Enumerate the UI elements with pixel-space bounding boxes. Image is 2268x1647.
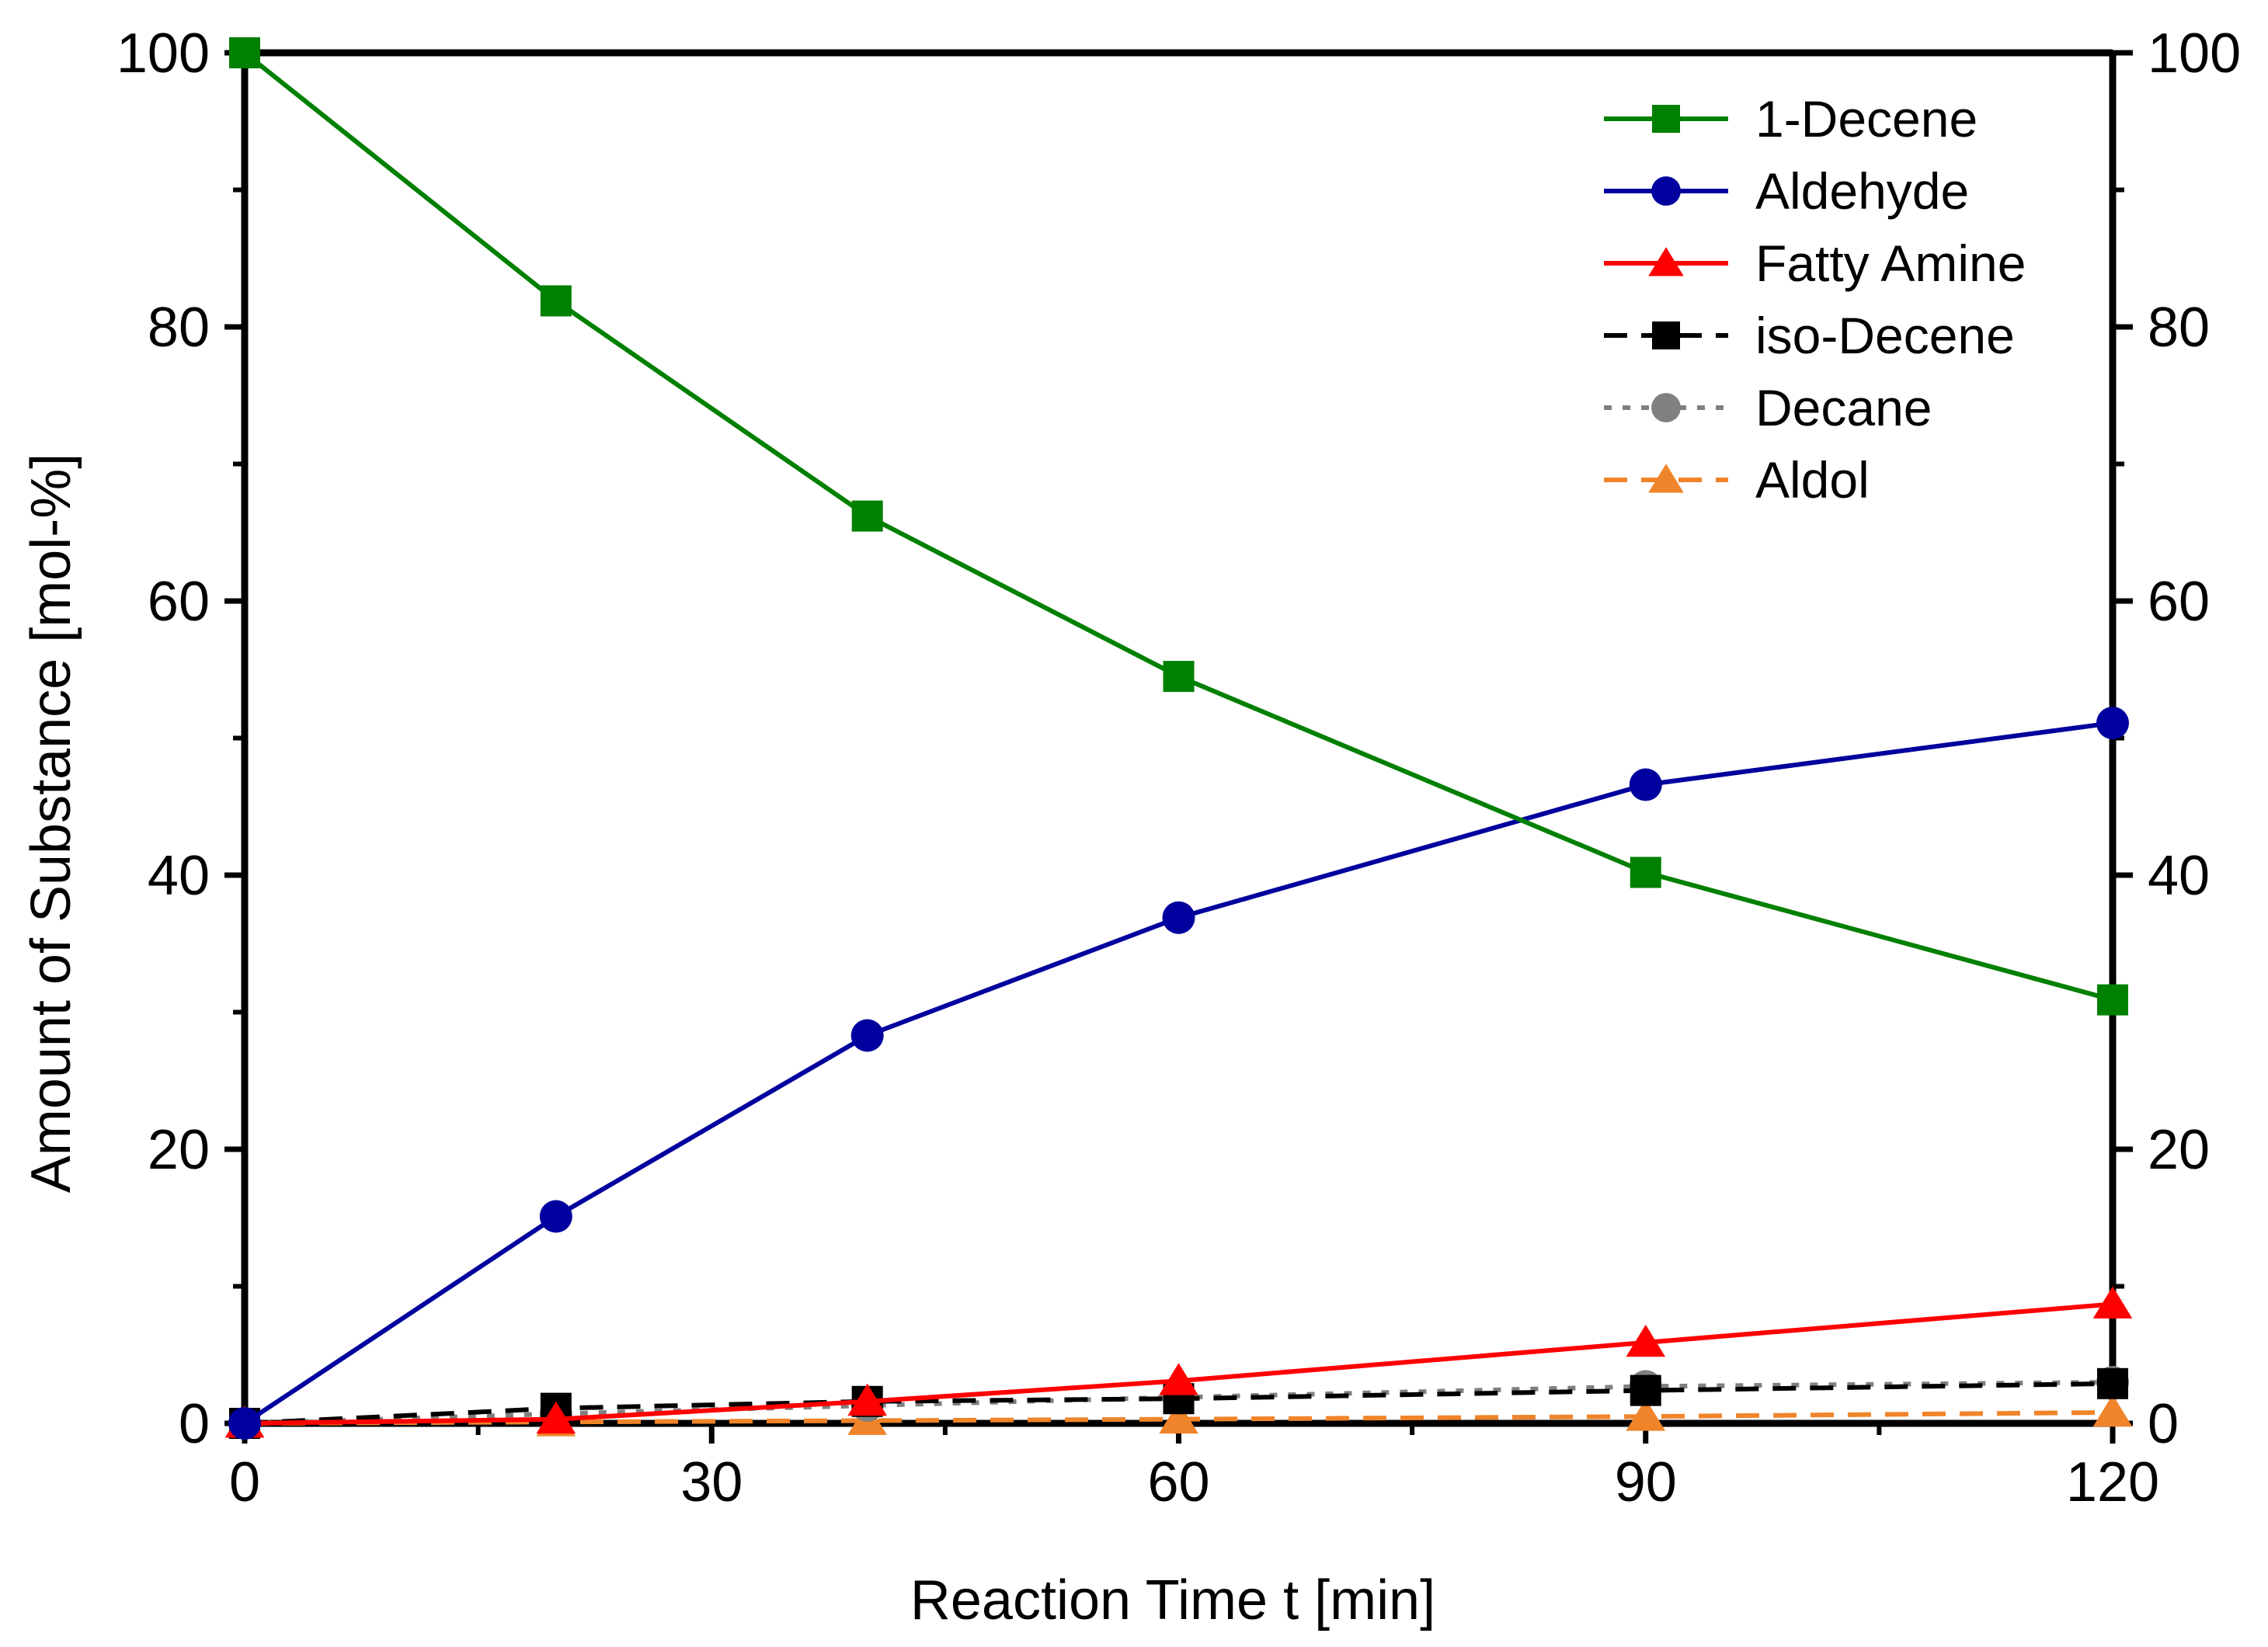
y-tick-label: 0 bbox=[179, 1393, 210, 1455]
legend-item-iso-decene: iso-Decene bbox=[1604, 307, 2015, 364]
legend-marker bbox=[1651, 176, 1681, 206]
y-axis-title: Amount of Substance [mol-%] bbox=[20, 453, 82, 1193]
x-tick-label: 60 bbox=[1147, 1451, 1209, 1513]
legend: 1-Decene Aldehyde Fatty Amine iso-Decene Dec… bbox=[1604, 90, 2026, 509]
data-point-aldehyde bbox=[228, 1407, 261, 1440]
right-y-tick-label: 40 bbox=[2148, 845, 2210, 907]
legend-item-fatty-amine: Fatty Amine bbox=[1604, 235, 2026, 292]
legend-marker bbox=[1652, 105, 1680, 133]
data-point-fatty-amine bbox=[536, 1401, 576, 1434]
data-point-aldehyde bbox=[850, 1019, 884, 1052]
data-point-1-decene bbox=[1630, 857, 1661, 888]
legend-item-aldehyde: Aldehyde bbox=[1604, 162, 1969, 220]
right-y-tick-label: 60 bbox=[2148, 571, 2210, 633]
x-tick-label: 30 bbox=[680, 1451, 743, 1513]
x-tick-label: 0 bbox=[229, 1451, 260, 1513]
y-tick-label: 60 bbox=[148, 571, 210, 633]
legend-marker bbox=[1652, 321, 1680, 349]
y-tick-label: 40 bbox=[148, 845, 210, 907]
y-tick-label: 20 bbox=[148, 1119, 210, 1181]
x-axis-title: Reaction Time t [min] bbox=[910, 1569, 1435, 1631]
legend-label: Aldehyde bbox=[1755, 162, 1969, 220]
data-point-1-decene bbox=[2097, 984, 2128, 1016]
right-y-tick-label: 0 bbox=[2148, 1393, 2179, 1455]
series-aldehyde bbox=[228, 707, 2129, 1440]
data-point-aldol bbox=[1626, 1399, 1666, 1431]
legend-marker bbox=[1651, 393, 1681, 422]
right-y-tick-label: 80 bbox=[2148, 297, 2210, 359]
data-point-fatty-amine bbox=[1626, 1324, 1666, 1357]
plot-area bbox=[224, 37, 2133, 1440]
data-point-aldol bbox=[1159, 1401, 1198, 1434]
series-line-decane bbox=[244, 1380, 2113, 1426]
data-point-aldehyde bbox=[1162, 901, 1195, 934]
series-fatty-amine bbox=[224, 1286, 2133, 1438]
y-tick-label: 100 bbox=[117, 23, 210, 85]
data-point-aldol bbox=[2092, 1394, 2133, 1427]
legend-label: Aldol bbox=[1755, 451, 1870, 509]
data-point-fatty-amine bbox=[847, 1383, 887, 1416]
series-line-1-decene bbox=[243, 50, 2113, 1002]
series-1-decene bbox=[229, 37, 2128, 1016]
data-point-aldehyde bbox=[539, 1200, 572, 1233]
legend-label: Fatty Amine bbox=[1755, 235, 2026, 292]
right-y-tick-label: 20 bbox=[2148, 1119, 2210, 1181]
data-point-1-decene bbox=[851, 500, 883, 532]
y-tick-label: 80 bbox=[148, 297, 210, 359]
data-point-fatty-amine bbox=[2092, 1286, 2133, 1319]
legend-item-decane: Decane bbox=[1604, 379, 1932, 436]
series-line-aldehyde bbox=[243, 721, 2113, 1426]
data-point-aldehyde bbox=[2096, 707, 2129, 740]
data-point-aldehyde bbox=[1629, 768, 1662, 801]
legend-item-aldol: Aldol bbox=[1604, 451, 1870, 509]
data-point-1-decene bbox=[540, 285, 572, 317]
legend-label: 1-Decene bbox=[1755, 90, 1978, 148]
legend-marker bbox=[1648, 247, 1684, 276]
legend-item-1-decene: 1-Decene bbox=[1604, 90, 1978, 148]
data-point-1-decene bbox=[229, 37, 260, 68]
legend-label: iso-Decene bbox=[1755, 307, 2015, 364]
legend-marker bbox=[1648, 464, 1684, 493]
series-line-fatty-amine bbox=[244, 1301, 2113, 1426]
x-tick-label: 120 bbox=[2066, 1451, 2159, 1513]
data-point-iso-decene bbox=[2097, 1367, 2128, 1399]
legend-label: Decane bbox=[1755, 379, 1932, 436]
x-tick-label: 90 bbox=[1615, 1451, 1677, 1513]
axis-titles: Reaction Time t [min] Amount of Substanc… bbox=[20, 453, 1435, 1631]
data-point-fatty-amine bbox=[1159, 1363, 1198, 1395]
data-point-iso-decene bbox=[1630, 1374, 1661, 1406]
data-point-1-decene bbox=[1163, 661, 1195, 693]
right-y-tick-label: 100 bbox=[2148, 23, 2241, 85]
